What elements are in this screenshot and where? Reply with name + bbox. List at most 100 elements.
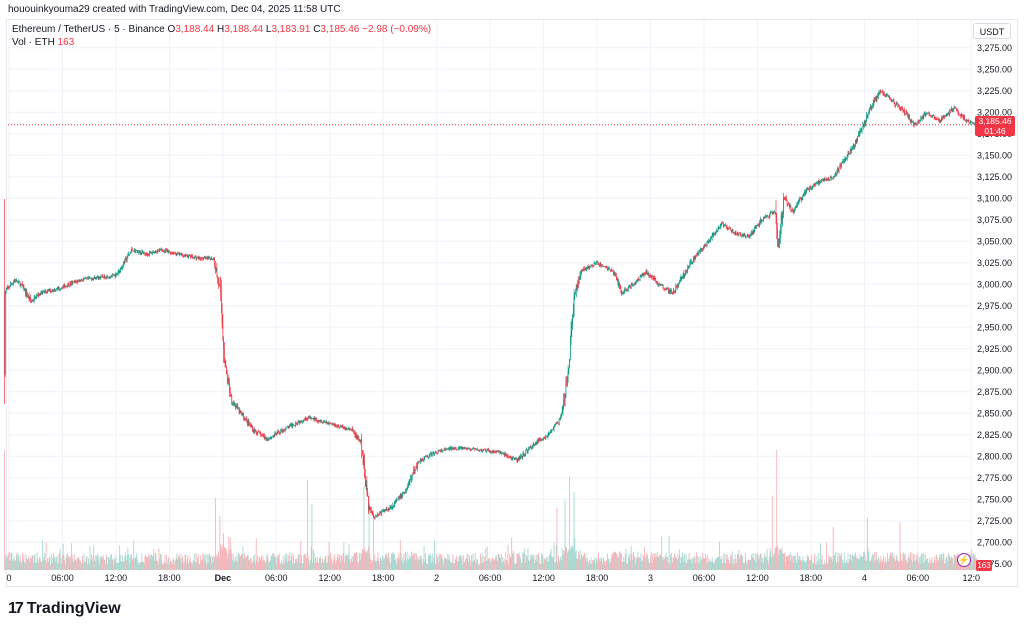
volume-bar [94,554,96,570]
alert-lightning-icon[interactable]: ⚡ [957,553,971,567]
volume-bar [817,561,819,570]
candle-body [55,289,57,291]
candle-body [330,423,331,425]
candle-body [72,281,74,284]
volume-bar [595,564,597,570]
volume-bar [385,553,387,570]
candle-body [783,197,785,199]
volume-bar [646,552,648,570]
volume-bar [446,560,448,570]
candle-body [53,289,54,291]
volume-bar [850,554,852,570]
candle-body [928,112,930,114]
volume-bar [551,556,553,570]
candle-body [857,136,859,141]
volume-bar [162,564,164,570]
volume-bar [827,563,829,570]
candle-body [393,505,394,507]
candle-body [337,425,339,426]
volume-bar [80,563,82,570]
volume-bar [768,563,770,570]
candle-body [412,474,414,475]
candle-body [607,267,609,270]
candle-body [797,203,798,206]
candle-body [268,438,270,441]
candle-body [800,198,801,200]
candle-body [912,121,913,123]
volume-bar [247,554,249,570]
y-tick-label: 2,925.00 [977,344,1012,354]
candle-body [869,108,870,112]
volume-bar [61,564,63,570]
volume-bar [846,560,847,570]
volume-bar [473,561,475,570]
volume-bar [893,554,895,570]
volume-bar [767,559,769,570]
volume-bar [425,552,426,570]
candle-body [177,252,179,254]
volume-bar [676,558,677,570]
volume-bar [305,553,307,570]
candle-body [884,94,886,95]
candle-body [202,257,204,260]
volume-bar [493,559,495,570]
volume-bar [140,561,142,570]
candle-body [386,508,388,510]
volume-bar [540,553,542,570]
volume-bar [546,561,548,570]
candle-body [329,423,331,425]
candle-body [59,287,60,290]
open-label: O [167,24,176,35]
candle-body [764,216,766,218]
candle-body [668,289,670,292]
time-axis: 0 06:00 12:00 18:00 Dec 06:00 12:00 18:00 2 06:00… [6,573,980,583]
candle-body [68,283,69,287]
candle-body [262,435,264,437]
volume-bar [624,561,625,570]
volume-bar [954,554,956,570]
volume-bar [402,563,404,570]
candle-body [815,183,817,185]
candle-body [545,436,547,439]
candle-body [437,453,438,454]
volume-bar [465,558,467,570]
volume-bar [428,555,429,570]
price-candles [4,89,979,520]
volume-bar [685,554,687,570]
volume-bar [916,558,918,570]
candle-body [222,324,224,339]
y-tick-label: 2,700.00 [977,537,1012,547]
candle-body [523,454,525,456]
candle-body [15,280,17,282]
volume-bar [85,562,86,570]
candle-body [901,107,903,110]
volume-bar [436,557,438,570]
volume-bar [372,562,374,570]
volume-bar [263,560,265,570]
candle-body [223,348,225,361]
y-tick-label: 2,800.00 [977,451,1012,461]
candle-body [512,456,514,458]
candle-body [719,226,721,228]
volume-bar [379,564,380,570]
volume-bar [532,557,534,570]
candle-body [509,456,510,458]
candle-body [974,122,976,125]
volume-bar [15,554,17,570]
currency-button[interactable]: USDT [973,23,1011,39]
candle-body [148,253,149,256]
candle-body [590,264,592,266]
candle-body [258,431,260,433]
volume-bar [219,516,221,570]
volume-bar [16,552,18,570]
volume-bar [180,562,182,570]
candle-body [649,275,651,277]
x-tick-label: 12:00 [532,573,555,583]
candle-body [140,250,142,254]
candle-body [76,280,78,283]
candle-body [170,252,172,254]
volume-bar [746,564,748,570]
candle-body [973,123,975,125]
volume-bar [622,561,624,570]
